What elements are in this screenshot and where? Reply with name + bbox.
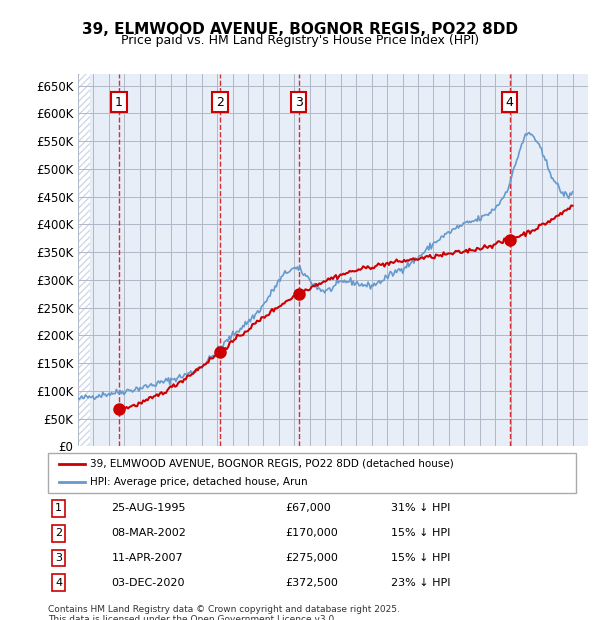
Text: £67,000: £67,000: [286, 503, 331, 513]
Text: 39, ELMWOOD AVENUE, BOGNOR REGIS, PO22 8DD: 39, ELMWOOD AVENUE, BOGNOR REGIS, PO22 8…: [82, 22, 518, 37]
Text: 25-AUG-1995: 25-AUG-1995: [112, 503, 186, 513]
Text: 31% ↓ HPI: 31% ↓ HPI: [391, 503, 451, 513]
Text: 15% ↓ HPI: 15% ↓ HPI: [391, 553, 451, 563]
Text: 03-DEC-2020: 03-DEC-2020: [112, 578, 185, 588]
Text: 4: 4: [55, 578, 62, 588]
Text: £275,000: £275,000: [286, 553, 338, 563]
Text: 2: 2: [55, 528, 62, 538]
Text: £170,000: £170,000: [286, 528, 338, 538]
Text: 1: 1: [115, 95, 123, 108]
Text: Price paid vs. HM Land Registry's House Price Index (HPI): Price paid vs. HM Land Registry's House …: [121, 34, 479, 47]
Text: 08-MAR-2002: 08-MAR-2002: [112, 528, 186, 538]
Text: £372,500: £372,500: [286, 578, 338, 588]
Text: 39, ELMWOOD AVENUE, BOGNOR REGIS, PO22 8DD (detached house): 39, ELMWOOD AVENUE, BOGNOR REGIS, PO22 8…: [90, 459, 454, 469]
Text: 4: 4: [506, 95, 514, 108]
FancyBboxPatch shape: [48, 453, 576, 493]
Text: 23% ↓ HPI: 23% ↓ HPI: [391, 578, 451, 588]
Text: 11-APR-2007: 11-APR-2007: [112, 553, 183, 563]
Text: Contains HM Land Registry data © Crown copyright and database right 2025.
This d: Contains HM Land Registry data © Crown c…: [48, 604, 400, 620]
Text: HPI: Average price, detached house, Arun: HPI: Average price, detached house, Arun: [90, 477, 308, 487]
Text: 3: 3: [55, 553, 62, 563]
Text: 2: 2: [216, 95, 224, 108]
Text: 3: 3: [295, 95, 302, 108]
Text: 1: 1: [55, 503, 62, 513]
Text: 15% ↓ HPI: 15% ↓ HPI: [391, 528, 451, 538]
